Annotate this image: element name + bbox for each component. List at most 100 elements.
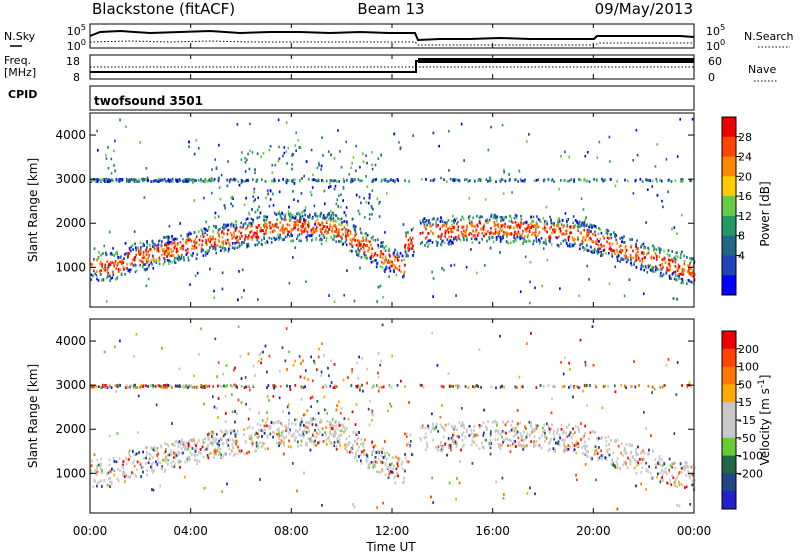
- echo-cell: [497, 234, 500, 238]
- echo-cell: [340, 193, 342, 196]
- echo-cell: [263, 215, 265, 218]
- echo-cell: [232, 197, 234, 200]
- echo-cell: [243, 238, 246, 241]
- echo-cell: [662, 258, 665, 262]
- echo-cell: [360, 201, 362, 205]
- echo-cell: [249, 149, 251, 153]
- echo-cell: [247, 236, 250, 239]
- echo-cell: [326, 231, 328, 235]
- echo-cell: [655, 177, 658, 181]
- echo-cell: [294, 178, 296, 181]
- echo-cell: [528, 226, 531, 229]
- echo-cell: [676, 251, 678, 255]
- echo-cell: [147, 179, 149, 182]
- echo-cell: [381, 266, 384, 269]
- echo-cell: [290, 214, 292, 217]
- echo-cell: [338, 223, 341, 226]
- echo-cell: [569, 225, 572, 228]
- echo-cell: [330, 179, 333, 182]
- echo-cell: [240, 226, 243, 230]
- echo-cell: [532, 225, 535, 229]
- echo-cell: [353, 299, 356, 303]
- echo-cell: [342, 233, 344, 236]
- echo-cell: [330, 214, 333, 217]
- echo-cell: [585, 224, 588, 227]
- echo-cell: [309, 234, 311, 237]
- echo-cell: [514, 237, 517, 241]
- echo-cell: [651, 179, 654, 183]
- echo-cell: [429, 179, 432, 182]
- echo-cell: [632, 249, 634, 253]
- echo-cell: [90, 273, 93, 277]
- echo-cell: [336, 234, 339, 237]
- echo-cell: [145, 258, 148, 261]
- echo-cell: [500, 235, 503, 239]
- echo-cell: [135, 178, 137, 182]
- echo-cell: [170, 250, 173, 254]
- echo-cell: [514, 221, 517, 224]
- echo-cell: [269, 221, 271, 224]
- echo-cell: [645, 266, 647, 270]
- echo-cell: [553, 223, 555, 227]
- echo-cell: [329, 209, 332, 213]
- cpid-panel: CPID twofsound 3501: [8, 85, 695, 111]
- echo-cell: [157, 246, 160, 250]
- echo-cell: [114, 262, 116, 265]
- echo-cell: [312, 173, 314, 177]
- echo-cell: [519, 237, 522, 241]
- echo-cell: [186, 251, 189, 255]
- echo-cell: [384, 267, 387, 271]
- echo-cell: [93, 269, 95, 273]
- echo-cell: [338, 228, 340, 232]
- echo-cell: [647, 179, 650, 182]
- echo-cell: [283, 230, 285, 234]
- echo-cell: [392, 252, 395, 256]
- echo-cell: [290, 217, 292, 221]
- echo-cell: [329, 219, 332, 222]
- echo-cell: [608, 135, 611, 139]
- echo-cell: [234, 229, 237, 232]
- echo-cell: [610, 178, 612, 181]
- echo-cell: [182, 180, 185, 183]
- echo-cell: [362, 245, 365, 249]
- echo-cell: [167, 178, 170, 181]
- echo-cell: [510, 232, 513, 236]
- echo-cell: [223, 227, 225, 231]
- echo-cell: [461, 215, 464, 219]
- echo-cell: [520, 179, 523, 183]
- echo-cell: [523, 180, 526, 183]
- echo-cell: [304, 209, 306, 212]
- echo-cell: [251, 151, 254, 154]
- echo-cell: [402, 275, 404, 279]
- echo-cell: [384, 255, 387, 259]
- echo-cell: [667, 249, 670, 252]
- echo-cell: [487, 230, 489, 233]
- echo-cell: [364, 254, 366, 257]
- echo-cell: [90, 263, 92, 266]
- echo-cell: [489, 179, 492, 183]
- echo-cell: [209, 236, 211, 239]
- echo-cell: [143, 196, 146, 199]
- echo-cell: [231, 237, 233, 240]
- echo-cell: [569, 242, 571, 246]
- echo-cell: [333, 187, 336, 191]
- echo-cell: [371, 163, 373, 167]
- echo-cell: [564, 150, 566, 154]
- echo-cell: [254, 210, 257, 214]
- echo-cell: [103, 244, 105, 248]
- echo-cell: [611, 252, 613, 256]
- echo-cell: [293, 223, 295, 227]
- echo-cell: [340, 217, 343, 221]
- echo-cell: [463, 159, 465, 162]
- echo-cell: [173, 241, 176, 244]
- echo-cell: [267, 192, 269, 196]
- echo-cell: [427, 232, 429, 235]
- echo-cell: [564, 212, 567, 215]
- echo-cell: [169, 178, 172, 182]
- echo-cell: [97, 279, 100, 282]
- echo-cell: [231, 233, 233, 237]
- echo-cell: [583, 221, 586, 224]
- echo-cell: [651, 185, 653, 188]
- echo-cell: [550, 218, 552, 222]
- echo-cell: [427, 239, 430, 243]
